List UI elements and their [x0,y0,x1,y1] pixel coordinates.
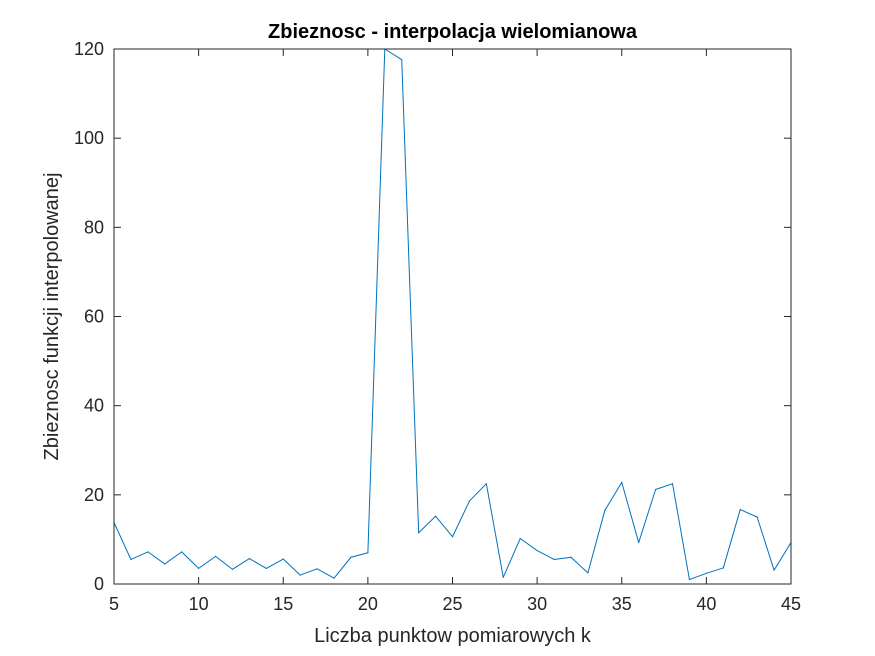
data-point [638,541,640,544]
data-point [147,551,149,553]
chart-title: Zbieznosc - interpolacja wielomianowa [268,21,638,43]
data-point [299,574,301,576]
x-tick-label: 10 [189,594,209,614]
x-tick-label: 30 [527,594,547,614]
data-point [265,567,267,570]
data-point [214,555,217,557]
x-tick-label: 25 [442,594,462,614]
data-point [655,488,657,491]
data-point [181,551,183,553]
data-point [671,483,674,485]
data-point [553,558,555,561]
y-tick-label: 0 [94,574,104,594]
data-point [756,516,758,518]
data-point [451,536,454,538]
data-point [604,509,606,512]
data-point [773,569,775,571]
y-tick-label: 80 [84,217,104,237]
data-point [316,568,318,570]
series-layer [113,48,792,581]
data-point [739,508,741,511]
x-tick-label: 5 [109,594,119,614]
x-tick-label: 45 [781,594,801,614]
data-point [164,563,166,565]
data-point [536,549,538,552]
data-point [418,532,420,534]
x-tick-label: 15 [273,594,293,614]
data-point [367,552,369,554]
x-tick-label: 35 [612,594,632,614]
y-axis-label: Zbieznosc funkcji interpolowanej [41,173,63,461]
data-point [502,576,504,578]
data-point [705,572,707,574]
data-point [688,578,691,581]
data-point [519,537,521,540]
data-point [587,572,589,574]
data-point [401,59,403,61]
data-point [468,500,471,502]
data-point [434,515,437,517]
data-point [231,568,234,570]
data-point [248,557,250,560]
y-tick-label: 120 [74,39,104,59]
data-point [130,558,132,561]
data-point [570,556,572,558]
plot-box [113,48,792,585]
x-axis-label: Liczba punktow pomiarowych k [314,625,592,647]
data-point [722,567,724,569]
data-point [485,483,487,485]
x-tick-label: 20 [358,594,378,614]
data-point [282,558,284,560]
data-point [198,567,200,570]
plot-area [114,49,791,584]
data-point [621,481,623,483]
y-tick-label: 60 [84,307,104,327]
y-tick-label: 40 [84,396,104,416]
x-tick-label: 40 [696,594,716,614]
y-tick-label: 20 [84,485,104,505]
data-point [333,577,335,579]
y-tick-label: 100 [74,128,104,148]
data-point [350,556,352,558]
